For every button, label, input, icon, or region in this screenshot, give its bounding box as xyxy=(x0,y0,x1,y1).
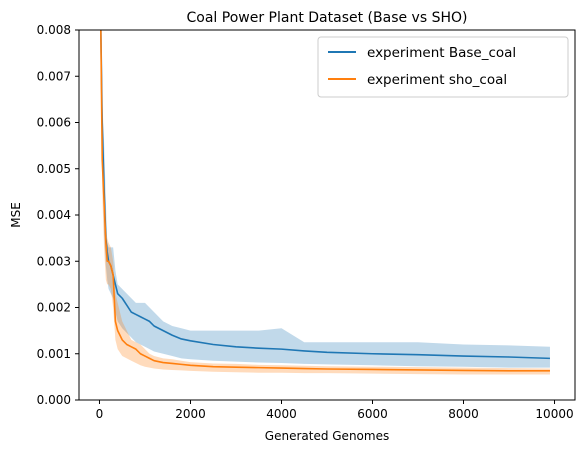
y-tick-label: 0.003 xyxy=(37,254,71,268)
x-tick-label: 2000 xyxy=(175,407,206,421)
band-series-0 xyxy=(100,30,550,368)
y-tick-label: 0.004 xyxy=(37,208,71,222)
x-axis-label: Generated Genomes xyxy=(265,429,389,443)
x-tick-label: 10000 xyxy=(535,407,573,421)
y-tick-label: 0.006 xyxy=(37,116,71,130)
y-tick-label: 0.000 xyxy=(37,393,71,407)
legend-box xyxy=(317,36,569,98)
y-tick-label: 0.008 xyxy=(37,23,71,37)
chart-title: Coal Power Plant Dataset (Base vs SHO) xyxy=(187,10,468,26)
series-lines xyxy=(100,30,550,372)
y-tick-label: 0.002 xyxy=(37,301,71,315)
y-tick-label: 0.005 xyxy=(37,162,71,176)
y-axis-label: MSE xyxy=(9,202,23,228)
x-axis-ticks: 0 2000 4000 6000 8000 10000 xyxy=(96,400,574,421)
y-axis-ticks: 0.000 0.001 0.002 0.003 0.004 0.005 0.006 0.007… xyxy=(37,23,79,407)
x-tick-label: 6000 xyxy=(357,407,388,421)
x-tick-label: 4000 xyxy=(266,407,297,421)
legend-label-sho: experiment sho_coal xyxy=(367,72,507,88)
y-tick-label: 0.001 xyxy=(37,347,71,361)
y-tick-label: 0.007 xyxy=(37,69,71,83)
x-tick-label: 0 xyxy=(96,407,104,421)
legend-label-base: experiment Base_coal xyxy=(367,45,516,61)
line-series-1 xyxy=(100,30,550,372)
legend: experiment Base_coal experiment sho_coal xyxy=(317,36,569,98)
confidence-bands xyxy=(100,30,550,375)
x-tick-label: 8000 xyxy=(448,407,479,421)
